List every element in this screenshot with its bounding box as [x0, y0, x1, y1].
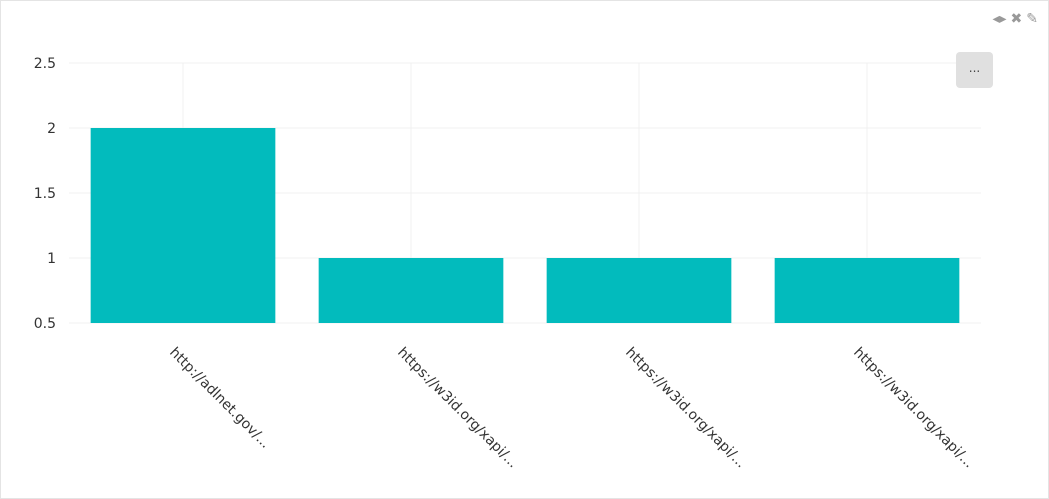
- bar[interactable]: [318, 258, 504, 323]
- y-tick-label: 1: [47, 251, 56, 267]
- bar[interactable]: [90, 128, 276, 323]
- x-tick-label: https://w3id.org/xapi/...: [622, 345, 749, 472]
- y-tick-label: 0.5: [34, 316, 56, 332]
- y-tick-label: 1.5: [34, 186, 56, 202]
- arrows-left-right-icon[interactable]: ◂▸: [992, 11, 1007, 27]
- bar[interactable]: [546, 258, 732, 323]
- bar[interactable]: [774, 258, 960, 323]
- x-tick-label: https://w3id.org/xapi/...: [850, 345, 977, 472]
- close-icon[interactable]: ✖: [1010, 11, 1023, 27]
- x-tick-label: http://adlnet.gov/...: [166, 345, 273, 452]
- x-tick-label: https://w3id.org/xapi/...: [394, 345, 521, 472]
- edit-icon[interactable]: ✎: [1026, 11, 1038, 27]
- y-tick-label: 2: [47, 121, 56, 137]
- y-tick-label: 2.5: [34, 56, 56, 72]
- more-options-button[interactable]: ...: [956, 52, 993, 88]
- widget-toolbar: ◂▸ ✖ ✎: [992, 11, 1038, 27]
